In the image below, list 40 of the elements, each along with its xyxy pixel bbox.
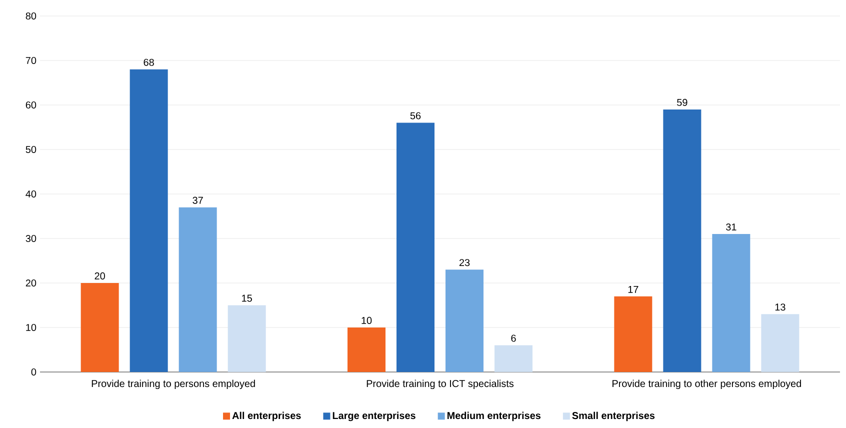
y-tick-label: 40	[26, 190, 36, 198]
bar	[494, 345, 533, 372]
data-label: 10	[362, 316, 372, 324]
y-tick-label: 80	[26, 12, 36, 20]
legend-label: Medium enterprises	[447, 412, 541, 422]
data-label: 56	[410, 112, 421, 120]
y-tick-label: 50	[26, 146, 36, 154]
data-label: 37	[192, 196, 203, 204]
x-tick-label: Provide training to persons employed	[92, 380, 255, 390]
data-label: 6	[511, 334, 516, 342]
legend-label: Large enterprises	[332, 412, 416, 422]
x-tick-label: Provide training to other persons employed	[612, 380, 801, 390]
data-label: 31	[726, 223, 736, 231]
bar	[228, 305, 266, 372]
bar	[80, 283, 119, 372]
x-tick-label: Provide training to ICT specialists	[366, 380, 514, 390]
bar	[446, 270, 484, 372]
data-label: 15	[242, 294, 252, 302]
bar	[348, 328, 386, 372]
bar	[614, 296, 652, 372]
y-tick-label: 10	[26, 324, 36, 332]
data-label: 68	[144, 58, 154, 66]
data-label: 59	[677, 98, 688, 106]
data-label: 13	[775, 304, 786, 311]
bar	[663, 109, 702, 372]
y-tick-label: 70	[26, 56, 36, 64]
legend-label: All enterprises	[232, 412, 301, 422]
data-label: 23	[459, 259, 470, 266]
data-label: 20	[94, 272, 105, 280]
bar	[130, 69, 168, 372]
y-tick-label: 0	[31, 368, 36, 376]
data-label: 17	[628, 286, 638, 293]
bar	[178, 207, 217, 372]
bar	[712, 234, 750, 372]
y-tick-label: 30	[26, 234, 36, 242]
y-tick-label: 20	[26, 279, 36, 287]
bar	[761, 314, 800, 372]
legend-label: Small enterprises	[572, 412, 655, 422]
y-tick-label: 60	[26, 101, 36, 109]
bar	[396, 122, 435, 372]
